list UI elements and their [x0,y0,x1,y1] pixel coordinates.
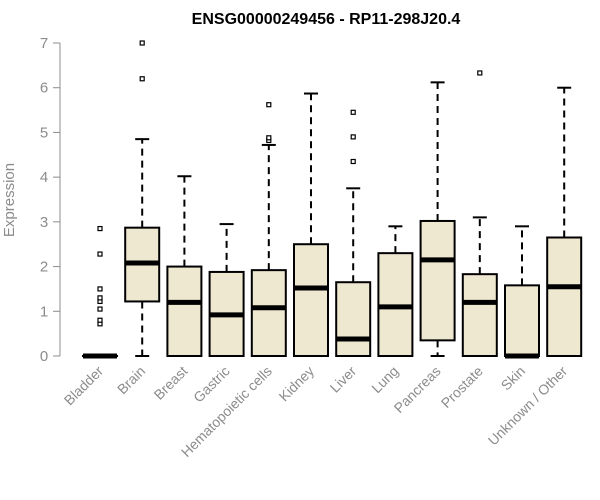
outlier-point [139,76,145,82]
outlier-point [97,306,103,312]
box-hematopoietic-cells [250,102,287,357]
y-tick-label: 3 [40,214,48,231]
box-brain [124,40,161,357]
box-kidney [293,92,329,357]
box-body [250,269,287,357]
x-tick-label: Kidney [276,363,318,405]
outlier-point [97,251,103,257]
y-tick-label: 6 [40,80,48,97]
x-tick-label: Prostate [438,363,486,411]
outlier-point [350,109,356,115]
y-axis: 0 1 2 3 4 5 6 7 [40,35,61,365]
box-body [546,236,583,357]
outlier-point [97,317,103,323]
x-tick-label: Lung [368,363,401,396]
outlier-point [350,134,356,140]
box-body [461,273,498,357]
box-body [335,281,372,358]
box-lung [377,225,414,358]
box-body [504,284,540,358]
box-skin [504,225,540,359]
outlier-point [350,158,356,165]
x-tick-label: Bladder [61,363,107,409]
y-tick-label: 7 [40,35,48,52]
outlier-point [97,225,103,232]
box-unknown-other [546,86,583,357]
box-prostate [461,70,498,357]
y-tick-label: 4 [40,169,48,186]
box-body [293,243,329,357]
box-liver [335,109,372,358]
x-tick-label: Brain [114,363,148,397]
outlier-point [477,70,483,76]
outlier-point [266,102,272,108]
x-tick-label: Pancreas [391,363,444,416]
x-tick-label: Unknown / Other [485,363,571,449]
y-tick-label: 5 [40,124,48,141]
box-bladder [82,225,118,359]
boxes-group [82,40,583,359]
y-axis-label: Expression [1,163,18,237]
y-tick-label: 2 [40,259,48,276]
y-tick-label: 0 [40,348,48,365]
chart-title: ENSG00000249456 - RP11-298J20.4 [192,11,461,28]
x-tick-label: Breast [151,363,191,403]
box-body [166,265,203,358]
x-tick-label: Liver [327,363,360,396]
y-tick-label: 1 [40,303,48,320]
box-pancreas [419,81,456,357]
outlier-point [266,135,272,141]
outlier-point [97,286,103,292]
outlier-point [97,295,103,301]
box-body [419,219,456,342]
x-tick-label: Skin [498,363,529,394]
outlier-point [139,40,145,46]
box-gastric [208,223,245,357]
box-breast [166,175,203,358]
